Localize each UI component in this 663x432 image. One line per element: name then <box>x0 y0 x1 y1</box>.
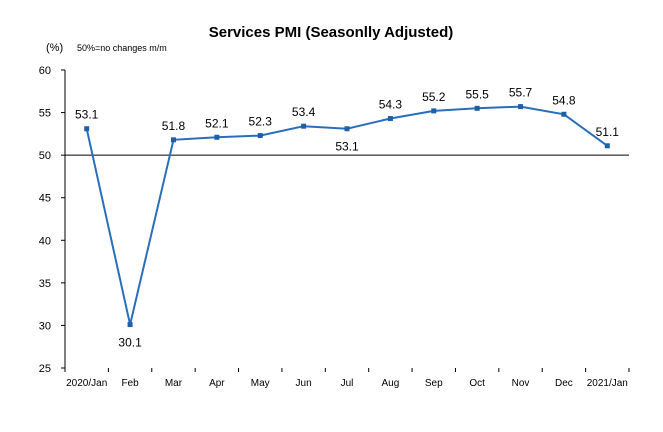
data-point <box>214 134 220 140</box>
data-label: 55.2 <box>422 90 446 104</box>
y-tick-label: 25 <box>39 363 51 375</box>
chart-title: Services PMI (Seasonlly Adjusted) <box>209 24 454 41</box>
y-tick-label: 40 <box>39 235 51 247</box>
data-label: 53.4 <box>292 105 316 119</box>
unit-label: (%) <box>46 42 63 54</box>
data-point <box>474 105 480 111</box>
y-tick-label: 50 <box>39 150 51 162</box>
x-tick-label: 2020/Jan <box>66 378 107 389</box>
x-tick-label: Mar <box>165 378 183 389</box>
x-tick-label: Jun <box>296 378 312 389</box>
y-tick-label: 60 <box>39 65 51 77</box>
x-tick-label: Jul <box>341 378 354 389</box>
y-tick-label: 35 <box>39 278 51 290</box>
x-tick-label: Dec <box>555 378 573 389</box>
data-label: 52.3 <box>249 115 273 129</box>
data-point <box>387 116 393 122</box>
x-tick-label: Apr <box>209 378 225 389</box>
data-label: 53.1 <box>335 140 359 154</box>
y-axis-ticks: 25 30 35 40 45 50 55 60 <box>39 65 65 375</box>
x-tick-label: Aug <box>381 378 399 389</box>
note-label: 50%=no changes m/m <box>77 43 167 53</box>
data-point <box>431 108 437 114</box>
data-label: 54.3 <box>379 98 403 112</box>
data-point <box>127 322 133 328</box>
x-tick-label: 2021/Jan <box>587 378 628 389</box>
data-point <box>257 133 263 139</box>
data-label: 54.8 <box>552 93 576 107</box>
x-axis-ticks: 2020/Jan Feb Mar Apr May Jun Jul Aug Sep Oct Nov De… <box>64 368 630 389</box>
data-label: 52.1 <box>205 116 229 130</box>
y-tick-label: 45 <box>39 193 51 205</box>
y-tick-label: 55 <box>39 108 51 120</box>
data-label: 30.1 <box>118 336 142 350</box>
data-label: 55.7 <box>509 86 533 100</box>
y-tick-label: 30 <box>39 320 51 332</box>
data-label: 51.8 <box>162 119 186 133</box>
x-tick-label: Nov <box>512 378 530 389</box>
axes <box>64 70 629 368</box>
data-point <box>84 126 90 132</box>
data-label: 51.1 <box>596 125 620 139</box>
x-tick-label: Sep <box>425 378 443 389</box>
data-point <box>561 111 567 117</box>
data-label: 53.1 <box>75 108 99 122</box>
series-layer <box>84 104 610 328</box>
data-labels: 53.1 30.1 51.8 52.1 52.3 53.4 53.1 54.3 55.2 55.5… <box>75 86 619 350</box>
x-tick-label: May <box>251 378 270 389</box>
x-tick-label: Oct <box>469 378 485 389</box>
data-point <box>518 104 524 110</box>
data-point <box>344 126 350 132</box>
data-label: 55.5 <box>465 87 489 101</box>
x-tick-label: Feb <box>121 378 139 389</box>
data-point <box>604 143 610 149</box>
data-point <box>170 137 176 143</box>
data-point <box>301 123 307 129</box>
